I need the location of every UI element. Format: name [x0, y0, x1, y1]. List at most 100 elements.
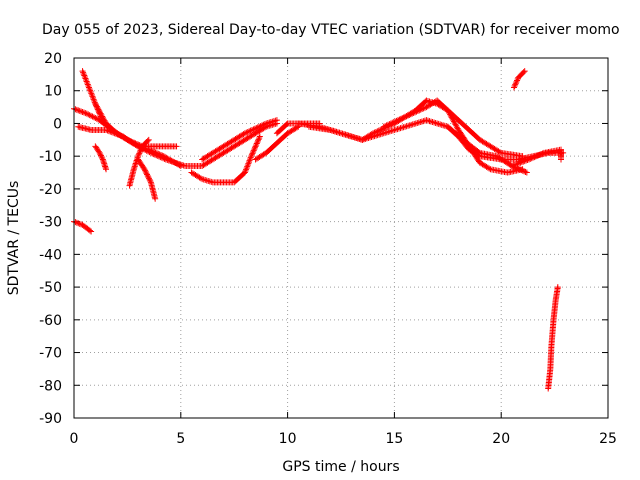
- data-point: [254, 139, 261, 146]
- data-point: [137, 147, 144, 154]
- y-tick-label: -10: [39, 149, 62, 165]
- data-point: [371, 129, 378, 136]
- data-point: [261, 121, 268, 128]
- data-point: [86, 227, 93, 234]
- data-point: [372, 128, 379, 135]
- series-track-d: [92, 100, 107, 127]
- data-point: [78, 221, 85, 228]
- data-point: [384, 121, 391, 128]
- data-point: [72, 106, 79, 113]
- data-point: [252, 143, 259, 150]
- data-point: [260, 121, 267, 128]
- data-point: [136, 148, 143, 155]
- data-points: [71, 68, 567, 392]
- data-point: [519, 167, 526, 174]
- data-point: [92, 100, 99, 107]
- data-point: [273, 117, 280, 124]
- data-point: [253, 141, 260, 148]
- tick-labels: -90 -80 -70 -60 -50 -40 -30 -20 -10 0 10 20 0 5 10 15 20…: [39, 51, 617, 447]
- series-track-j: [199, 117, 280, 163]
- data-point: [76, 220, 83, 227]
- y-tick-label: -80: [39, 378, 62, 394]
- data-point: [517, 159, 524, 166]
- data-point: [246, 128, 253, 135]
- data-point: [147, 178, 154, 185]
- data-point: [248, 153, 255, 160]
- data-point: [244, 163, 251, 170]
- series-track-n: [305, 97, 526, 160]
- data-point: [241, 130, 248, 137]
- data-point: [145, 136, 152, 143]
- data-point: [249, 127, 255, 133]
- data-point: [422, 104, 429, 111]
- y-tick-label: -30: [39, 215, 62, 231]
- data-point: [93, 115, 100, 122]
- x-tick-label: 25: [599, 431, 617, 447]
- data-point: [104, 127, 111, 134]
- y-tick-label: -90: [39, 411, 62, 427]
- data-point: [255, 136, 262, 143]
- data-point: [98, 153, 105, 160]
- data-point: [399, 115, 406, 122]
- data-point: [86, 85, 93, 92]
- data-point: [91, 97, 98, 104]
- data-point: [87, 88, 94, 95]
- data-point: [258, 122, 265, 129]
- data-point: [256, 134, 263, 141]
- data-point: [417, 106, 424, 113]
- data-point: [520, 69, 527, 76]
- data-point: [90, 114, 97, 121]
- data-point: [80, 109, 87, 116]
- data-point: [508, 163, 515, 169]
- data-point: [521, 168, 528, 175]
- data-point: [251, 125, 258, 132]
- data-point: [89, 93, 96, 100]
- data-point: [73, 219, 80, 226]
- x-tick-label: 5: [176, 431, 185, 447]
- data-point: [242, 168, 249, 175]
- data-point: [241, 169, 248, 176]
- data-point: [250, 126, 257, 133]
- data-point: [245, 160, 252, 167]
- data-point: [85, 84, 92, 91]
- data-point: [560, 149, 567, 156]
- data-point: [149, 148, 156, 155]
- data-point: [176, 162, 183, 169]
- data-point: [87, 87, 94, 94]
- data-point: [370, 130, 377, 137]
- data-point: [511, 84, 518, 91]
- data-point: [248, 151, 255, 158]
- data-point: [377, 127, 384, 133]
- data-point: [514, 77, 521, 84]
- data-point: [245, 159, 252, 166]
- grid-lines: [74, 58, 608, 418]
- data-point: [396, 116, 403, 123]
- data-point: [94, 106, 101, 113]
- data-point: [283, 121, 290, 128]
- x-tick-label: 15: [385, 431, 403, 447]
- data-point: [368, 131, 375, 138]
- data-point: [412, 109, 419, 116]
- data-point: [515, 165, 522, 172]
- data-point: [145, 174, 152, 181]
- data-point: [97, 112, 104, 119]
- y-tick-label: 10: [44, 84, 62, 100]
- data-point: [247, 127, 254, 134]
- data-point: [88, 228, 95, 235]
- data-point: [99, 117, 106, 124]
- data-point: [95, 148, 102, 155]
- data-point: [173, 143, 180, 150]
- series-track-t: [545, 284, 561, 392]
- data-point: [142, 167, 149, 174]
- data-point: [254, 124, 261, 131]
- data-point: [249, 150, 256, 157]
- data-point: [250, 147, 257, 154]
- data-point: [96, 149, 103, 156]
- data-point: [513, 78, 520, 85]
- data-point: [475, 148, 482, 155]
- data-point: [511, 83, 518, 90]
- data-point: [79, 68, 86, 75]
- data-point: [133, 142, 140, 149]
- data-point: [76, 107, 83, 114]
